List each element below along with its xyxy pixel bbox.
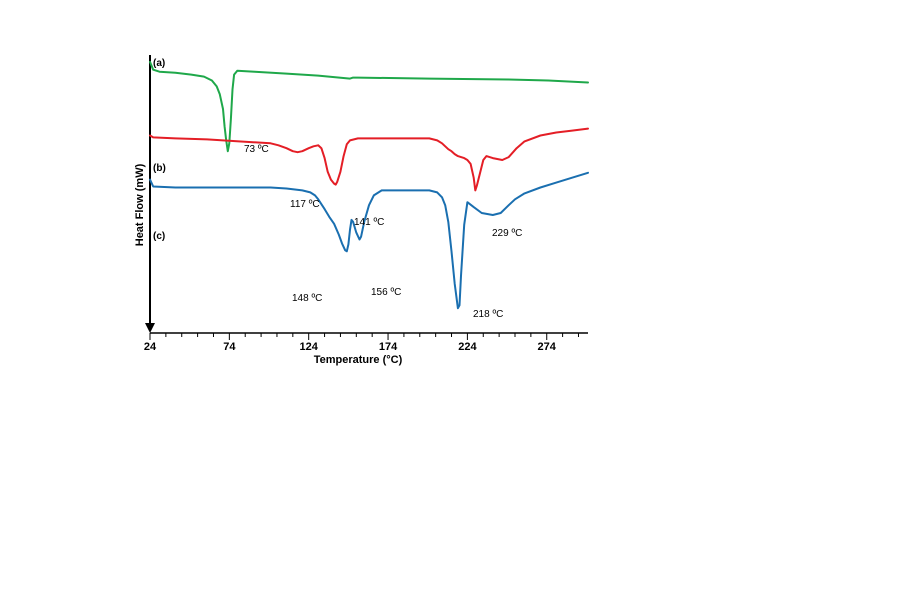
x-tick-labels: 24 74 124 174 224 274 <box>144 341 557 353</box>
series-label-b: (b) <box>153 163 166 174</box>
y-axis-title: Heat Flow (mW) <box>134 163 146 246</box>
peak-label-141: 141 ºC <box>354 217 384 228</box>
series-line-b <box>149 127 589 192</box>
peak-label-117: 117 ºC <box>290 199 320 210</box>
x-tick-label: 124 <box>300 341 319 353</box>
x-axis-title: Temperature (°C) <box>314 354 403 366</box>
x-tick-label: 274 <box>538 341 557 353</box>
x-ticks <box>149 333 579 340</box>
x-tick-label: 174 <box>379 341 398 353</box>
series-label-c: (c) <box>153 231 165 242</box>
series-layer <box>149 60 589 310</box>
series-label-a: (a) <box>153 58 165 69</box>
y-axis-arrow-icon <box>145 323 155 333</box>
x-tick-label: 24 <box>144 341 157 353</box>
peak-label-218: 218 ºC <box>473 309 503 320</box>
x-tick-label: 74 <box>223 341 236 353</box>
series-line-c <box>149 171 589 310</box>
peak-label-156: 156 ºC <box>371 287 401 298</box>
x-tick-label: 224 <box>458 341 477 353</box>
peak-label-73: 73 ºC <box>244 144 269 155</box>
peak-label-229: 229 ºC <box>492 228 522 239</box>
series-line-a <box>149 60 589 153</box>
peak-label-148: 148 ºC <box>292 293 322 304</box>
